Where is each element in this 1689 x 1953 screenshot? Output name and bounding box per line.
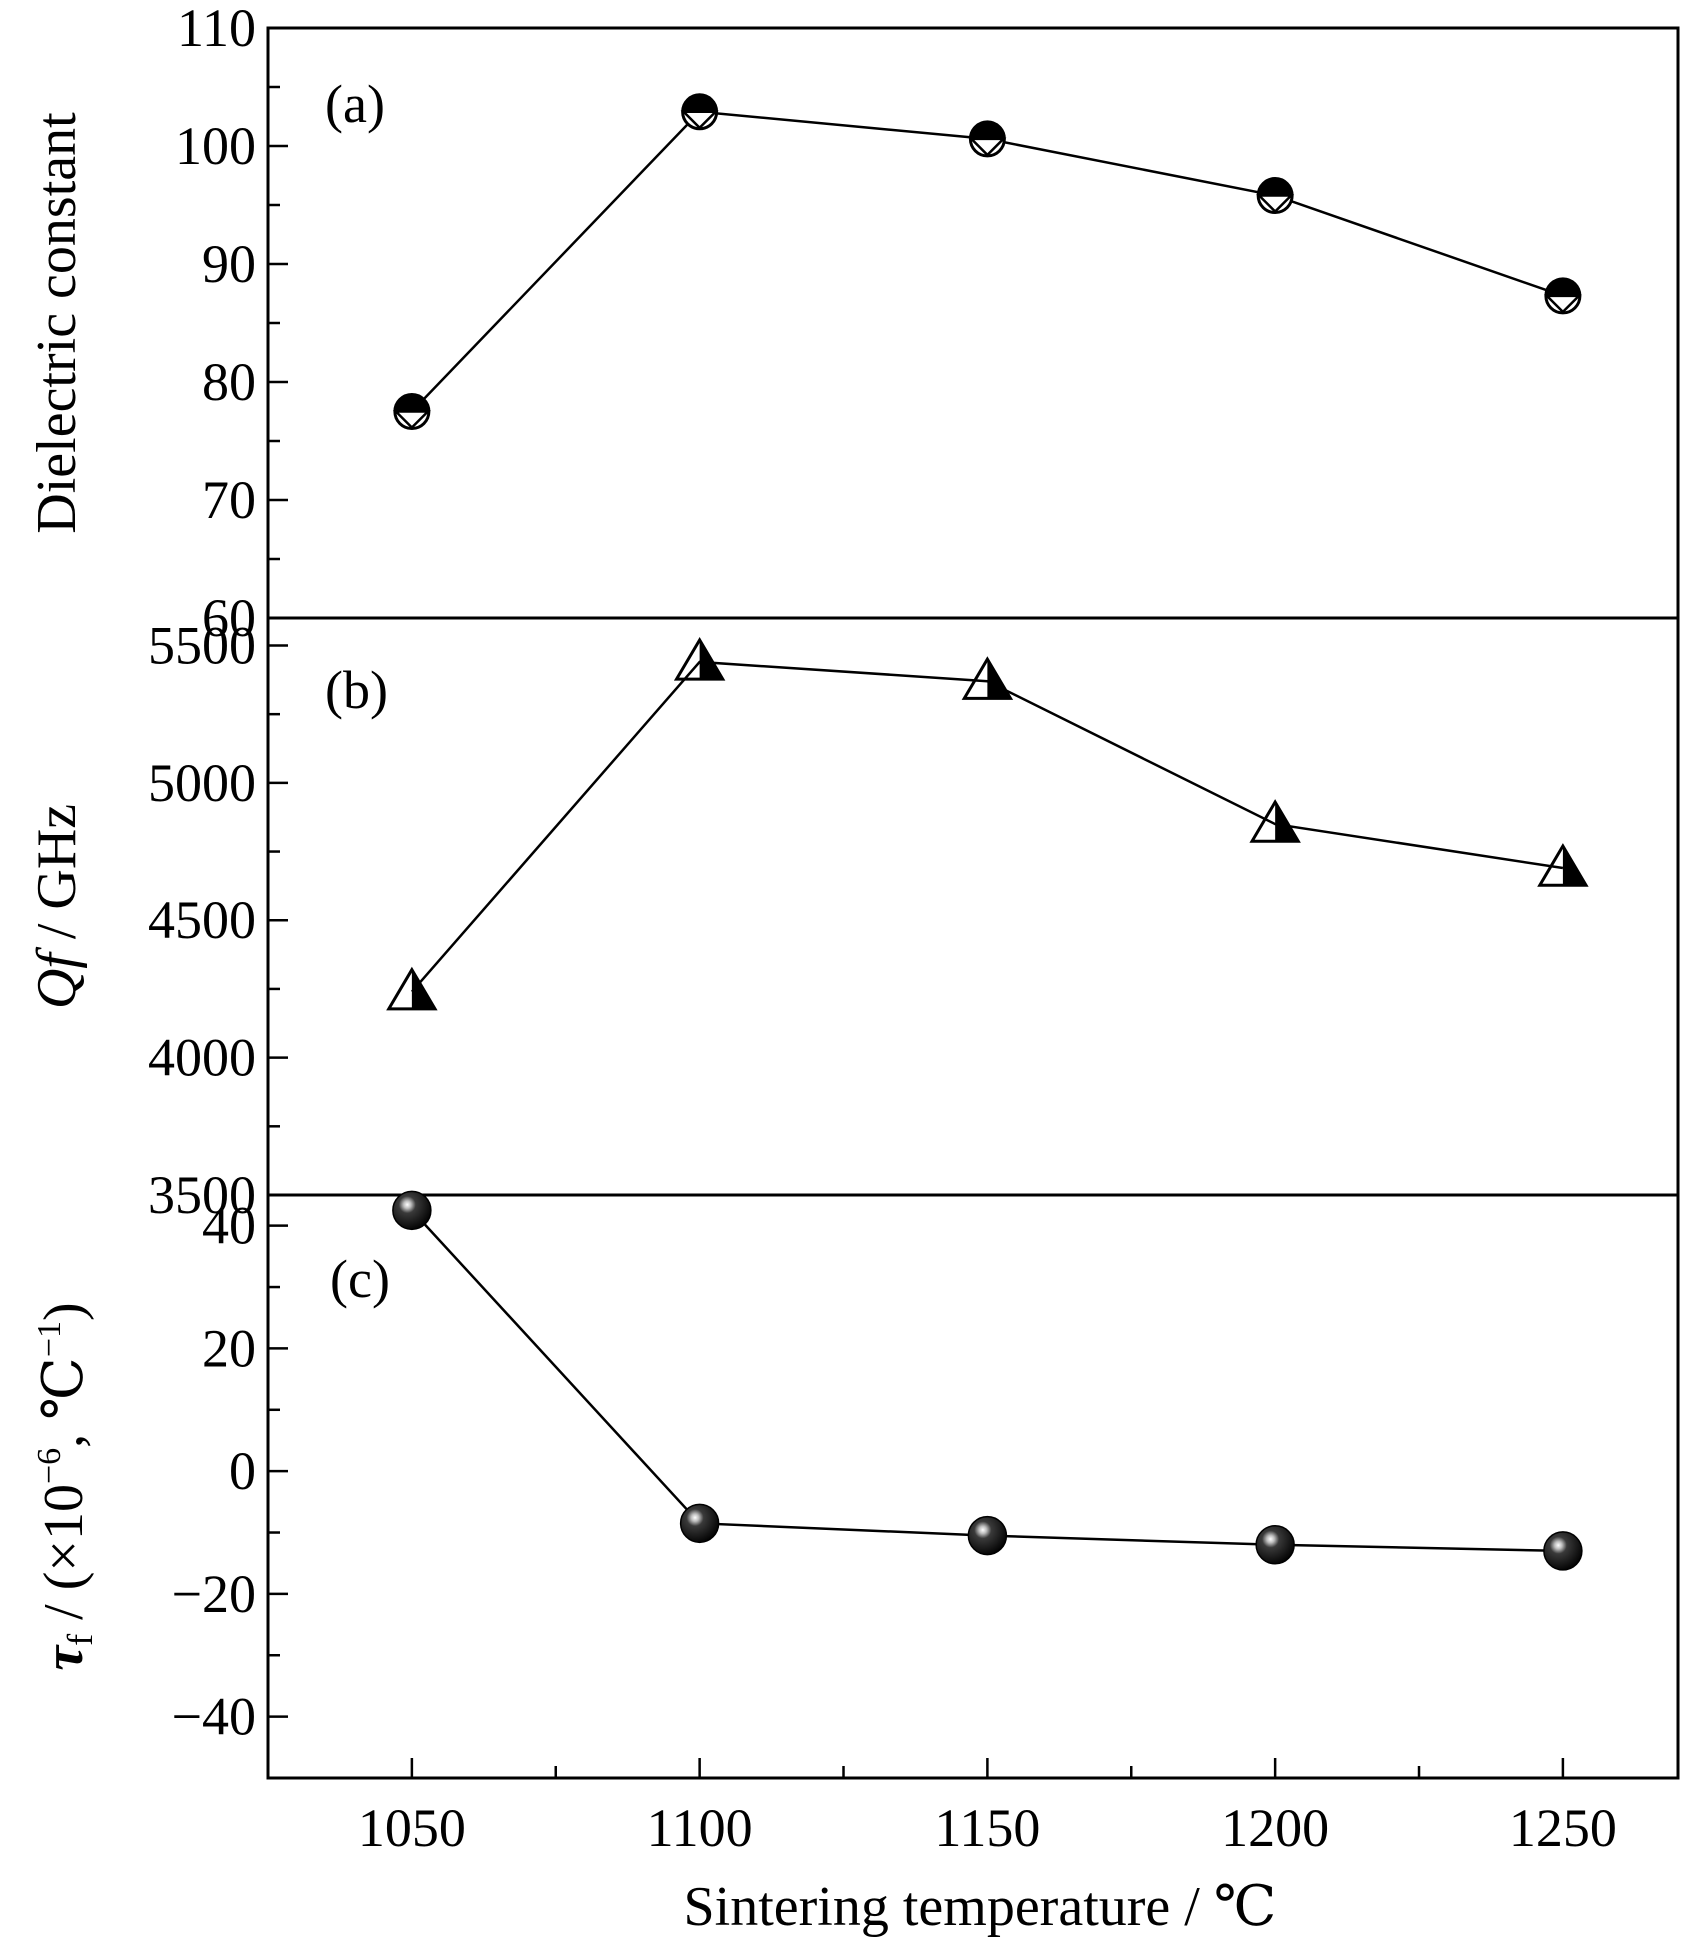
data-point bbox=[1543, 277, 1582, 315]
data-point bbox=[968, 120, 1007, 158]
y-tick-label: 100 bbox=[175, 116, 256, 176]
data-point bbox=[1249, 799, 1301, 843]
x-axis: 1050 1100 1150 1200 1250 bbox=[266, 1758, 1617, 1858]
y-tick-label: 70 bbox=[202, 470, 256, 530]
y-tick-label: 40 bbox=[202, 1196, 256, 1256]
x-tick-label: 1050 bbox=[358, 1798, 466, 1858]
y-tick-label: 4500 bbox=[148, 890, 256, 950]
data-point bbox=[1255, 1525, 1295, 1565]
series-line bbox=[410, 660, 1564, 993]
plot-frame bbox=[266, 26, 1680, 1780]
y-tick-label: 4000 bbox=[148, 1028, 256, 1088]
x-tick-label: 1250 bbox=[1509, 1798, 1617, 1858]
panel-label: (a) bbox=[325, 74, 385, 134]
x-tick-label: 1100 bbox=[647, 1798, 753, 1858]
x-axis-title: Sintering temperature / ℃ bbox=[684, 1876, 1277, 1938]
y-tick-label: 110 bbox=[177, 0, 256, 58]
data-point bbox=[967, 1515, 1008, 1556]
data-point bbox=[1537, 843, 1589, 887]
panel-b: 3500 4000 4500 5000 5500 (b) Qf / GHz bbox=[26, 615, 1678, 1225]
y-tick-label: 20 bbox=[202, 1318, 256, 1378]
y-tick-label: 80 bbox=[202, 352, 256, 412]
data-point bbox=[386, 966, 438, 1011]
y-tick-label: 0 bbox=[229, 1441, 256, 1501]
data-point bbox=[961, 656, 1014, 700]
y-tick-label: 90 bbox=[202, 234, 256, 294]
data-point bbox=[1256, 177, 1295, 215]
panel-c: −40 −20 0 20 40 (c) τf / (×10−6, ℃−1) bbox=[31, 1190, 1583, 1780]
data-point bbox=[392, 393, 431, 430]
y-tick-label: 5000 bbox=[148, 753, 256, 813]
y-axis-title: Qf / GHz bbox=[26, 804, 88, 1009]
y-tick-label: −40 bbox=[172, 1687, 256, 1747]
x-tick-label: 1150 bbox=[934, 1798, 1040, 1858]
panel-label: (b) bbox=[325, 660, 388, 720]
panel-label: (c) bbox=[330, 1249, 390, 1309]
data-point bbox=[679, 1503, 720, 1544]
data-point bbox=[1543, 1531, 1583, 1571]
data-point bbox=[392, 1190, 432, 1231]
data-point bbox=[673, 637, 726, 681]
x-tick-label: 1200 bbox=[1221, 1798, 1329, 1858]
y-axis-title: τf / (×10−6, ℃−1) bbox=[31, 1302, 100, 1670]
y-tick-label: −20 bbox=[172, 1564, 256, 1624]
panel-a: 60 70 80 90 100 110 (a) Dielectric constant bbox=[26, 0, 1678, 648]
y-tick-label: 5500 bbox=[148, 615, 256, 675]
y-tick-label: 3500 bbox=[148, 1165, 256, 1225]
data-point bbox=[680, 93, 719, 131]
y-tick-label: 60 bbox=[202, 588, 256, 648]
y-axis-title: Dielectric constant bbox=[26, 112, 88, 534]
series-line bbox=[410, 1209, 1563, 1553]
